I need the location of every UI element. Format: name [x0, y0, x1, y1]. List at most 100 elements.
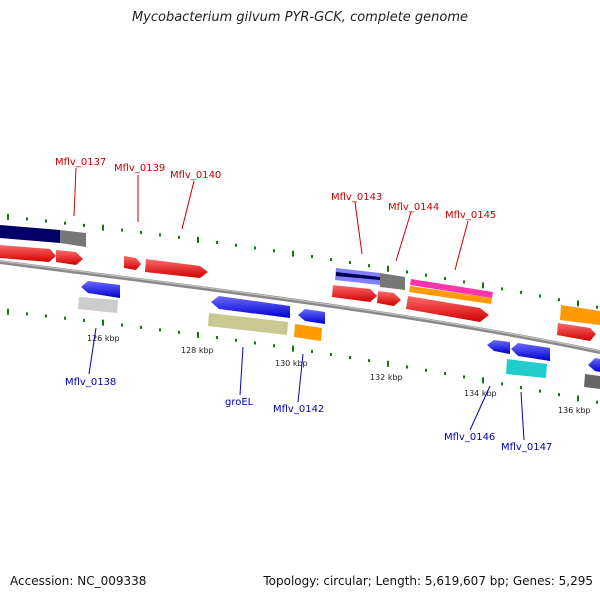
- genome-stats-text: Topology: circular; Length: 5,619,607 bp…: [263, 574, 593, 588]
- guide-dot: [596, 305, 598, 309]
- forward-strand-guide: [7, 213, 598, 309]
- gene-label-mflv-0140[interactable]: Mflv_0140: [170, 170, 221, 181]
- guide-dot: [520, 290, 522, 294]
- guide-dot: [121, 228, 123, 232]
- guide-dot: [387, 265, 389, 272]
- guide-dot: [501, 287, 503, 291]
- guide-dot: [539, 389, 541, 393]
- map-title: Mycobacterium gilvum PYR-GCK, complete g…: [131, 10, 469, 25]
- guide-dot: [425, 273, 427, 277]
- guide-dot: [482, 282, 484, 289]
- guide-dot: [64, 316, 66, 320]
- guide-dot: [577, 395, 579, 402]
- guide-dot: [197, 236, 199, 243]
- reverse-strand-guide: [7, 308, 598, 404]
- guide-dot: [425, 368, 427, 372]
- guide-dot: [64, 221, 66, 225]
- guide-dot: [45, 314, 47, 318]
- gene-label-mflv-0147[interactable]: Mflv_0147: [501, 442, 552, 453]
- accession-text: Accession: NC_009338: [10, 574, 147, 588]
- guide-dot: [292, 345, 294, 352]
- gene-feature[interactable]: [298, 309, 325, 324]
- guide-dot: [482, 377, 484, 384]
- guide-dot: [273, 249, 275, 253]
- tick-label: 134 kbp: [464, 389, 497, 398]
- guide-dot: [387, 360, 389, 367]
- guide-dot: [197, 331, 199, 338]
- gene-label-mflv-0139[interactable]: Mflv_0139: [114, 163, 165, 174]
- guide-dot: [235, 338, 237, 342]
- gene-feature[interactable]: [145, 259, 208, 278]
- guide-dot: [140, 325, 142, 329]
- genome-backbone-highlight: [0, 260, 600, 352]
- gene-label-mflv-0145[interactable]: Mflv_0145: [445, 210, 496, 221]
- guide-dot: [102, 319, 104, 326]
- guide-dot: [235, 243, 237, 247]
- guide-dot: [7, 308, 9, 315]
- guide-dot: [26, 217, 28, 221]
- tick-labels: 126 kbp 128 kbp 130 kbp 132 kbp 134 kbp …: [87, 334, 591, 415]
- gene-feature[interactable]: [377, 291, 401, 306]
- guide-dot: [596, 400, 598, 404]
- gene-label-mflv-0143[interactable]: Mflv_0143: [331, 192, 382, 203]
- gene-feature[interactable]: [557, 323, 596, 341]
- guide-dot: [463, 375, 465, 379]
- guide-dot: [83, 318, 85, 322]
- gene-feature[interactable]: [124, 256, 141, 270]
- guide-dot: [368, 359, 370, 363]
- guide-dot: [254, 246, 256, 250]
- guide-dot: [444, 372, 446, 376]
- guide-dot: [273, 344, 275, 348]
- guide-dot: [178, 330, 180, 334]
- guide-dot: [349, 261, 351, 265]
- guide-dot: [539, 294, 541, 298]
- guide-dot: [406, 270, 408, 274]
- guide-dot: [159, 328, 161, 332]
- guide-dot: [102, 224, 104, 231]
- gene-label-mflv-0137[interactable]: Mflv_0137: [55, 157, 106, 168]
- guide-dot: [501, 382, 503, 386]
- guide-dot: [520, 385, 522, 389]
- guide-dot: [216, 241, 218, 245]
- gene-feature[interactable]: [81, 281, 120, 298]
- guide-dot: [463, 280, 465, 284]
- guide-dot: [45, 219, 47, 223]
- gene-label-mflv-0142[interactable]: Mflv_0142: [273, 404, 324, 415]
- gene-feature[interactable]: [406, 296, 489, 322]
- gene-feature[interactable]: [332, 285, 377, 302]
- tick-label: 136 kbp: [558, 406, 591, 415]
- guide-dot: [292, 250, 294, 257]
- guide-dot: [83, 223, 85, 227]
- guide-dot: [349, 356, 351, 360]
- reverse-annotation-row: [78, 297, 600, 389]
- guide-dot: [311, 350, 313, 354]
- gene-label-groel[interactable]: groEL: [225, 397, 254, 408]
- guide-dot: [311, 255, 313, 259]
- guide-dot: [558, 298, 560, 302]
- guide-dot: [121, 323, 123, 327]
- tick-label: 130 kbp: [275, 359, 308, 368]
- tick-label: 128 kbp: [181, 346, 214, 355]
- tick-label: 132 kbp: [370, 373, 403, 382]
- guide-dot: [254, 341, 256, 345]
- genome-backbone: [0, 260, 600, 354]
- gene-feature[interactable]: [56, 250, 83, 265]
- forward-genes: [0, 245, 596, 341]
- leader-lines: [73, 167, 525, 441]
- guide-dot: [7, 213, 9, 220]
- gene-feature[interactable]: [211, 296, 290, 318]
- guide-dot: [330, 353, 332, 357]
- gene-labels: Mflv_0137 Mflv_0139 Mflv_0140 Mflv_0143 …: [55, 157, 552, 453]
- gene-label-mflv-0144[interactable]: Mflv_0144: [388, 202, 439, 213]
- gene-label-mflv-0146[interactable]: Mflv_0146: [444, 432, 495, 443]
- gene-feature[interactable]: [0, 245, 56, 262]
- guide-dot: [406, 365, 408, 369]
- gene-feature[interactable]: [588, 358, 600, 372]
- gene-feature[interactable]: [511, 343, 550, 361]
- tick-label: 126 kbp: [87, 334, 120, 343]
- guide-dot: [26, 312, 28, 316]
- gene-feature[interactable]: [487, 340, 510, 354]
- gene-label-mflv-0138[interactable]: Mflv_0138: [65, 377, 116, 388]
- guide-dot: [140, 230, 142, 234]
